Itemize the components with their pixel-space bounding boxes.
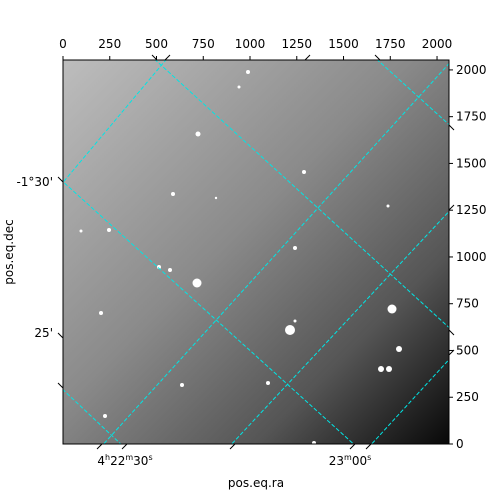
y-tick-label: 750 bbox=[456, 297, 479, 311]
world-ticks bbox=[57, 54, 455, 450]
sky-image bbox=[63, 60, 449, 444]
x-tick-label: 500 bbox=[145, 37, 168, 51]
x-tick-label: 2000 bbox=[422, 37, 453, 51]
y-tick-label: 0 bbox=[456, 437, 464, 451]
coordinate-grid bbox=[63, 60, 449, 444]
y-tick-label: 500 bbox=[456, 343, 479, 357]
stars bbox=[79, 70, 402, 445]
ra-label: 4h22m30s bbox=[97, 453, 152, 468]
x-axis-label: pos.eq.ra bbox=[228, 476, 284, 490]
y-axis-label: pos.eq.dec bbox=[2, 219, 16, 284]
y-tick-label: 1000 bbox=[456, 250, 487, 264]
ra-s: 00 bbox=[352, 454, 367, 468]
ra-m: 23 bbox=[329, 454, 344, 468]
y-tick-label: 1500 bbox=[456, 156, 487, 170]
x-tick-label: 1000 bbox=[235, 37, 266, 51]
x-tick-label: 1250 bbox=[281, 37, 312, 51]
x-tick-label: 0 bbox=[59, 37, 67, 51]
x-tick-label: 1750 bbox=[375, 37, 406, 51]
ra-label: 23m00s bbox=[329, 453, 372, 468]
ra-h: 4 bbox=[97, 454, 105, 468]
y-tick-label: 250 bbox=[456, 390, 479, 404]
ra-m: 22 bbox=[110, 454, 125, 468]
x-tick-label: 250 bbox=[98, 37, 121, 51]
x-tick-label: 750 bbox=[192, 37, 215, 51]
x-tick-label: 1500 bbox=[328, 37, 359, 51]
frame bbox=[62, 59, 450, 445]
y-tick-label: 1750 bbox=[456, 110, 487, 124]
y-tick-label: 2000 bbox=[456, 63, 487, 77]
ra-s: 30 bbox=[133, 454, 148, 468]
y-tick-label: 1250 bbox=[456, 203, 487, 217]
dec-label: 25' bbox=[34, 326, 53, 340]
dec-label: -1°30' bbox=[16, 175, 53, 189]
